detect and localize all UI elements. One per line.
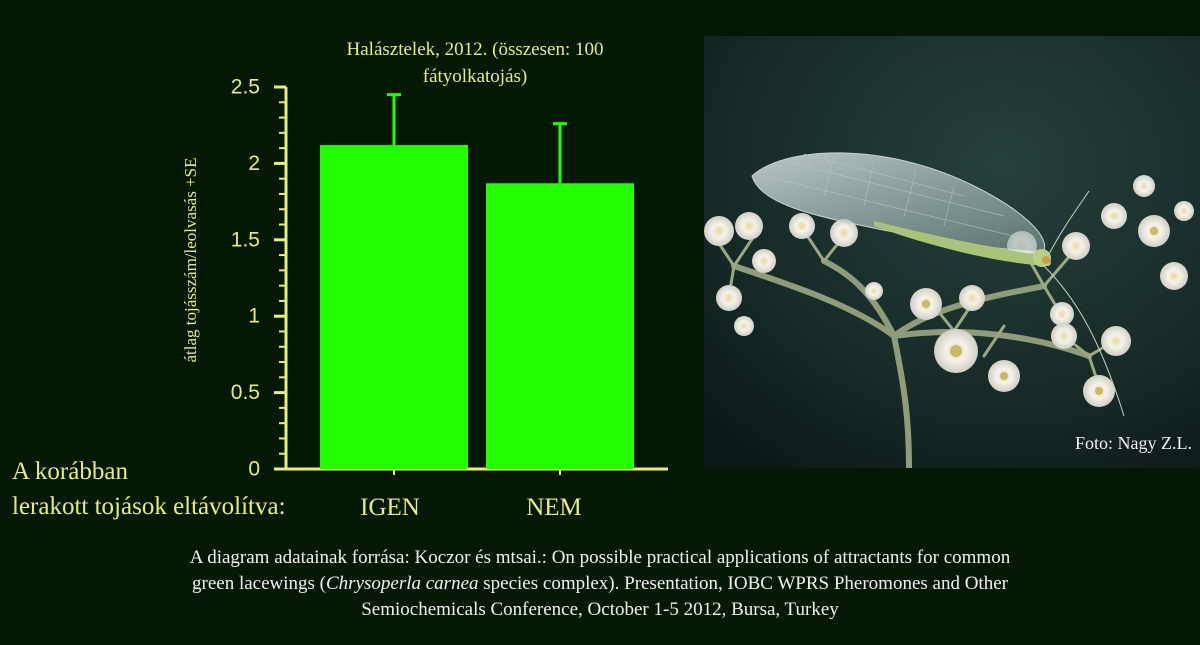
y-tick-label: 0.5 bbox=[231, 381, 260, 404]
bar-nem bbox=[486, 183, 634, 469]
photo-credit: Foto: Nagy Z.L. bbox=[1075, 433, 1192, 453]
source-line1: A diagram adatainak forrása: Koczor és m… bbox=[189, 547, 1011, 568]
source-line3: Semiochemicals Conference, October 1-5 2… bbox=[361, 599, 839, 620]
bar-igen bbox=[320, 145, 468, 469]
category-caption-line2: lerakott tojások eltávolítva: bbox=[12, 493, 286, 520]
bar-chart: Halásztelek, 2012. (összesen: 100 fátyol… bbox=[181, 39, 668, 521]
y-tick-label: 2.5 bbox=[231, 76, 260, 99]
lacewing-photo: Foto: Nagy Z.L. bbox=[704, 36, 1200, 468]
source-line2: green lacewings (Chrysoperla carnea spec… bbox=[192, 573, 1008, 594]
y-tick-label: 0 bbox=[248, 458, 260, 481]
species-name: Chrysoperla carnea bbox=[326, 573, 479, 594]
y-axis-label: átlag tojásszám/leolvasás +SE bbox=[181, 157, 200, 362]
category-label-igen: IGEN bbox=[360, 494, 420, 521]
chart-title-line1: Halásztelek, 2012. (összesen: 100 bbox=[347, 39, 604, 60]
chart-title-line2: fátyolkatojás) bbox=[423, 66, 527, 87]
category-caption-line1: A korábban bbox=[12, 458, 128, 485]
y-tick-label: 1.5 bbox=[231, 228, 260, 251]
plot-area: 0 0.5 1 1.5 2 2.5 bbox=[231, 76, 668, 481]
source-citation: A diagram adatainak forrása: Koczor és m… bbox=[40, 545, 1160, 623]
category-label-nem: NEM bbox=[526, 494, 582, 521]
y-tick-label: 1 bbox=[248, 305, 260, 328]
y-tick-label: 2 bbox=[248, 152, 260, 175]
